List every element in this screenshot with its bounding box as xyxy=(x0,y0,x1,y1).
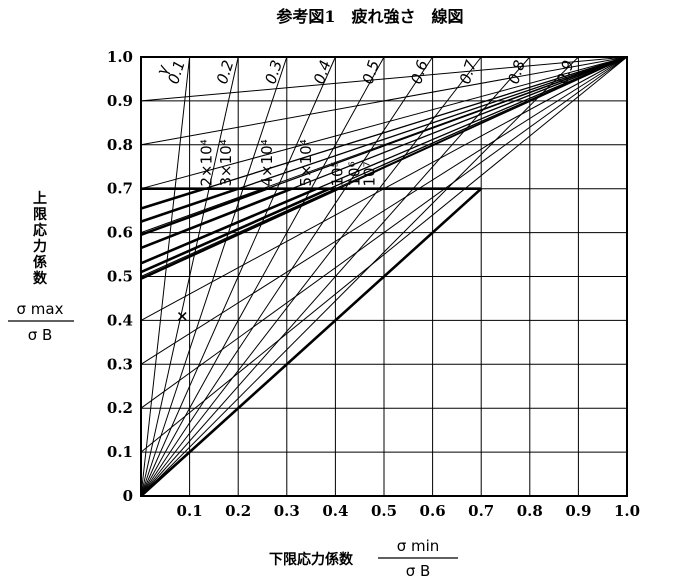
cycle-line-upper xyxy=(204,56,628,190)
x-tick-label: 0.6 xyxy=(420,502,446,520)
cycle-line xyxy=(140,187,268,237)
gamma-label: 0.4 xyxy=(310,58,334,86)
y-tick-label: 0.6 xyxy=(107,224,133,242)
cycle-line-upper xyxy=(316,56,628,190)
y-tick-label: 0 xyxy=(123,487,133,505)
cycle-line xyxy=(140,187,205,210)
cycle-line-upper xyxy=(237,56,628,190)
fan-line xyxy=(140,56,628,365)
cycle-line-upper xyxy=(266,56,628,190)
chart-title: 参考図1 疲れ強さ 線図 xyxy=(276,7,463,26)
cycle-label: 10⁵ xyxy=(329,161,347,186)
fan-line xyxy=(140,56,628,409)
gamma-line xyxy=(140,56,531,497)
marker-cross: × xyxy=(176,307,189,325)
gamma-labels: 0.1 0.2 0.3 0.4 0.5 0.6 0.7 0.8 0.9 xyxy=(164,58,577,87)
x-tick-label: 0.5 xyxy=(371,502,397,520)
x-tick-label: 0.4 xyxy=(322,502,348,520)
cycle-line xyxy=(140,187,330,274)
x-tick-labels: 0.1 0.2 0.3 0.4 0.5 0.6 0.7 0.8 0.9 1.0 xyxy=(177,502,641,520)
x-tick-label: 0.8 xyxy=(517,502,543,520)
fan-line xyxy=(140,56,628,146)
cycle-line-upper xyxy=(291,56,628,190)
y-tick-label: 0.4 xyxy=(107,311,133,329)
y-label-char: 上 xyxy=(33,191,47,207)
x-tick-label: 0.9 xyxy=(565,502,591,520)
x-tick-label: 0.2 xyxy=(225,502,251,520)
x-fraction-numerator: σ min xyxy=(397,537,440,555)
fan-line xyxy=(140,56,628,102)
plot-frame xyxy=(140,56,628,497)
gamma-line xyxy=(140,56,336,497)
x-tick-label: 0.7 xyxy=(468,502,494,520)
cycle-line xyxy=(140,187,339,280)
cycle-label: 10⁷ xyxy=(360,161,378,186)
cycle-line xyxy=(140,187,318,265)
gamma-line xyxy=(140,56,434,497)
cycle-line xyxy=(140,187,293,250)
cycle-lines xyxy=(140,56,628,280)
y-tick-label: 0.5 xyxy=(107,268,133,286)
gamma-lines xyxy=(140,56,628,497)
gamma-line xyxy=(140,56,579,497)
y-label-char: 限 xyxy=(33,207,47,223)
x-tick-label: 0.1 xyxy=(177,502,203,520)
x-fraction-denominator: σ B xyxy=(406,562,431,580)
cycle-label: 5×10⁴ xyxy=(297,139,315,186)
y-fraction-denominator: σ B xyxy=(28,326,53,344)
x-tick-label: 0.3 xyxy=(274,502,300,520)
cycle-label: 2×10⁴ xyxy=(197,139,215,186)
y-label-char: 係 xyxy=(33,254,47,271)
gamma-line xyxy=(140,56,288,497)
cycle-label: 3×10⁴ xyxy=(217,139,235,186)
gamma-line xyxy=(140,56,385,497)
y-label-char: 力 xyxy=(33,238,47,255)
y-tick-label: 0.3 xyxy=(107,355,133,373)
y-tick-label: 1.0 xyxy=(107,48,133,66)
x-tick-label: 1.0 xyxy=(614,502,640,520)
y-tick-label: 0.7 xyxy=(107,180,133,198)
limit-line xyxy=(140,187,483,497)
x-axis-label: 下限応力係数 xyxy=(269,551,354,568)
fan-line xyxy=(140,56,628,453)
fan-line xyxy=(140,56,628,190)
gamma-label: 0.3 xyxy=(261,58,285,86)
y-tick-label: 0.1 xyxy=(107,443,133,461)
y-label-char: 数 xyxy=(33,270,48,287)
y-label-char: 応 xyxy=(33,222,47,239)
gamma-line xyxy=(140,56,191,497)
cycle-line-upper xyxy=(338,56,628,190)
cycle-line xyxy=(140,187,239,223)
cycle-label: 10⁶ xyxy=(346,161,364,186)
y-tick-label: 0.9 xyxy=(107,92,133,110)
y-fraction-numerator: σ max xyxy=(17,300,64,318)
gamma-label: 0.2 xyxy=(213,58,237,86)
gamma-label: 0.6 xyxy=(407,58,431,86)
y-tick-label: 0.8 xyxy=(107,136,133,154)
y-tick-labels: 0 0.1 0.2 0.3 0.4 0.5 0.6 0.7 0.8 0.9 1.0 xyxy=(107,48,133,505)
y-tick-label: 0.2 xyxy=(107,399,133,417)
cycle-label: 4×10⁴ xyxy=(258,139,276,186)
gamma-line xyxy=(140,56,482,497)
gamma-label: 0.5 xyxy=(359,58,383,86)
